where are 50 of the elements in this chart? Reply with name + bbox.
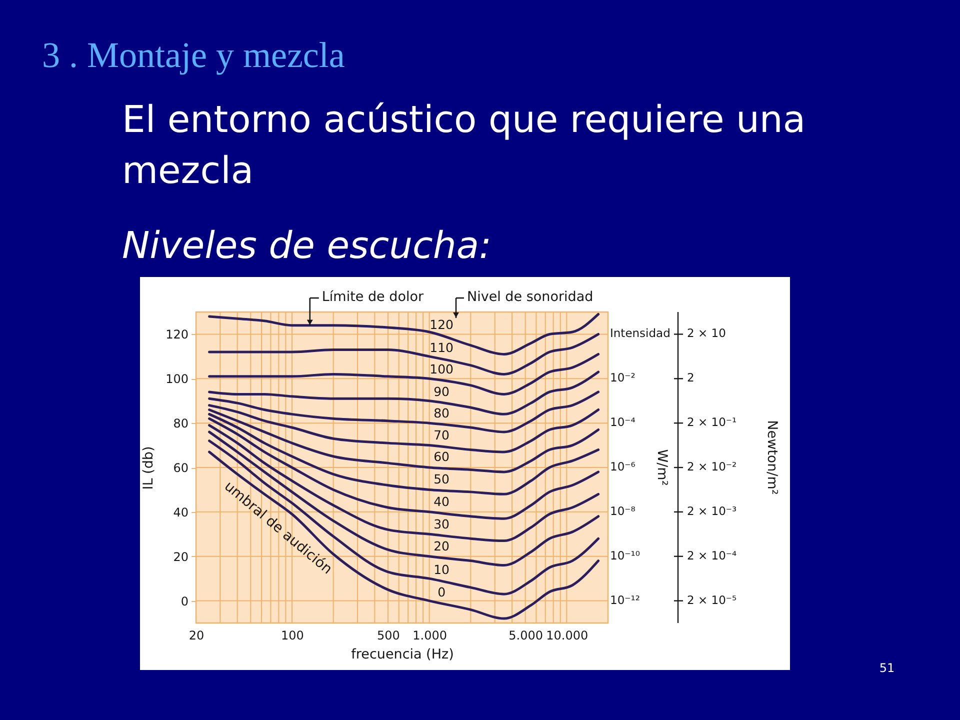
y-tick-label: 100: [166, 372, 188, 386]
text: 10⁻¹²: [610, 592, 640, 607]
text: 10⁻¹⁰: [610, 548, 640, 562]
series-label: 30: [434, 516, 450, 532]
series-label: 0: [438, 584, 446, 600]
annotation: Límite de dolor: [322, 289, 424, 305]
series-label: 120: [430, 316, 454, 332]
series-label: 80: [434, 405, 450, 420]
text: Newton/m²: [764, 420, 780, 495]
text: 2 × 10⁻³: [687, 504, 737, 518]
series-label: 50: [434, 471, 450, 486]
x-tick-label: 1.000: [412, 628, 448, 642]
y-tick-label: 20: [173, 550, 188, 564]
text: Intensidad: [610, 326, 670, 340]
x-tick-label: 500: [377, 628, 400, 642]
x-axis-title: frecuencia (Hz): [351, 646, 454, 662]
text: 2 × 10⁻⁴: [687, 548, 737, 562]
text: W/m²: [654, 449, 670, 486]
series-label: 110: [430, 340, 454, 356]
text: 2: [687, 370, 694, 385]
y-tick-label: 80: [173, 416, 188, 431]
text: 2 × 10⁻⁵: [687, 592, 737, 607]
series-label: 40: [434, 494, 450, 510]
text: 2 × 10⁻¹: [687, 415, 737, 430]
text: 10⁻²: [610, 370, 636, 385]
y-tick-label: 40: [173, 505, 188, 520]
text: Nivel de sonoridad: [467, 289, 594, 305]
y-tick-label: 60: [173, 461, 188, 475]
x-tick-label: 5.000: [508, 628, 543, 642]
text: 10⁻⁴: [610, 415, 636, 430]
x-tick-label: 100: [281, 628, 304, 642]
text: 2 × 10⁻²: [687, 460, 737, 474]
y-tick-label: 120: [166, 328, 188, 342]
chart-title: El entorno acústico que requiere una mezcla: [122, 98, 806, 192]
text: 51: [879, 661, 895, 675]
text: 10⁻⁶: [610, 460, 636, 474]
y-tick-label: 0: [180, 594, 188, 608]
x-tick-label: 10.000: [546, 628, 588, 642]
y-axis-title: IL (db): [140, 446, 157, 490]
series-label: 90: [434, 384, 450, 399]
series-label: 10: [434, 562, 450, 578]
x-tick-label: 20: [188, 628, 204, 642]
text: 2 × 10: [687, 326, 726, 340]
text: 10⁻⁸: [610, 504, 636, 518]
series-label: 100: [430, 362, 454, 377]
chart-subtitle: Niveles de escucha:: [122, 224, 492, 267]
text: 3 . Montaje y mezcla: [42, 35, 345, 75]
series-label: 70: [434, 428, 450, 443]
series-label: 20: [434, 538, 450, 554]
series-label: 60: [434, 449, 450, 464]
